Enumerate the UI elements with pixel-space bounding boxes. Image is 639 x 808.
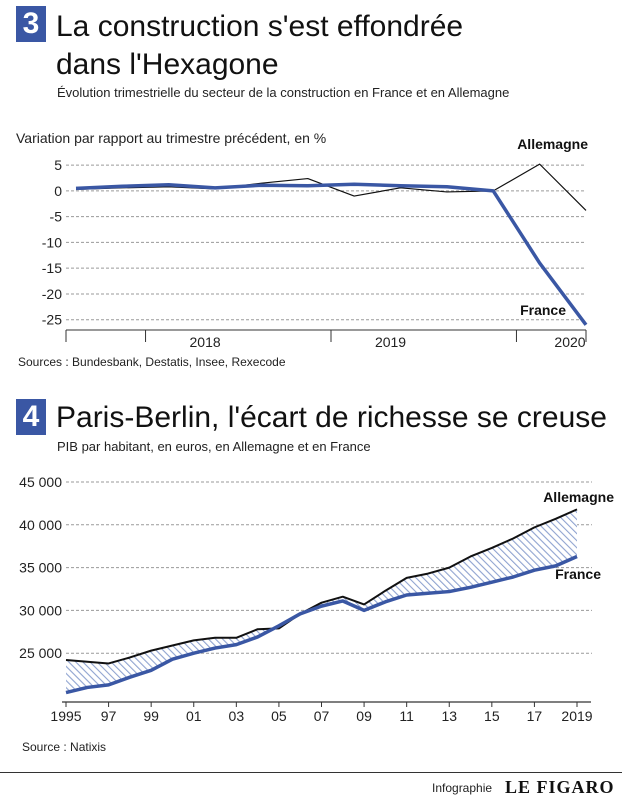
chart1-y-tick-label: -5 — [50, 209, 63, 225]
chart2-lines — [65, 508, 578, 695]
chart2-y-tick-label: 35 000 — [19, 560, 62, 576]
chart2-x-tick-label: 01 — [186, 708, 202, 724]
chart1-x-tick-label: 2019 — [375, 334, 406, 350]
chart1-gridlines — [66, 164, 586, 331]
chart2-x-tick-label: 99 — [143, 708, 159, 724]
chart2-x-tick-label: 03 — [229, 708, 245, 724]
chart2-x-tick-label: 11 — [399, 708, 414, 724]
section-number-badge-2: 4 — [16, 399, 46, 435]
chart1-source: Sources : Bundesbank, Destatis, Insee, R… — [18, 355, 286, 369]
chart1-y-tick-label: -20 — [42, 286, 62, 302]
chart2-y-tick-label: 45 000 — [19, 474, 62, 490]
chart1-x-tick-label: 2018 — [190, 334, 221, 350]
le-figaro-logo: LE FIGARO — [505, 777, 615, 797]
chart2-y-tick-label: 30 000 — [19, 602, 62, 618]
section-number-badge: 3 — [16, 6, 46, 42]
chart1-y-tick-label: 5 — [54, 157, 62, 173]
chart2-gap-area — [66, 509, 577, 693]
chart2-x-tick-label: 1995 — [50, 708, 81, 724]
footer-divider — [0, 772, 622, 773]
chart1-line-france — [75, 182, 588, 326]
chart2-x-tick-label: 13 — [441, 708, 457, 724]
chart1-subtitle: Évolution trimestrielle du secteur de la… — [57, 85, 510, 100]
chart1-y-tick-label: -15 — [42, 260, 62, 276]
credit-label: Infographie — [432, 781, 493, 795]
chart2-series-labels: Allemagne France — [543, 489, 614, 582]
chart1-series-labels: Allemagne France — [517, 136, 588, 318]
chart1-line-germany — [75, 163, 587, 211]
chart2-y-ticks: 45 000 40 000 35 000 30 000 25 000 — [19, 474, 62, 661]
chart2-x-tick-label: 15 — [484, 708, 500, 724]
chart2-y-tick-label: 40 000 — [19, 517, 62, 533]
chart2-x-tick-label: 17 — [527, 708, 543, 724]
chart1-x-ticks: 2018 2019 2020 — [65, 330, 587, 350]
chart1-title: La construction s'est effondrée — [56, 10, 464, 43]
chart1-y-ticks: 5 0 -5 -10 -15 -20 -25 — [42, 157, 62, 328]
chart1-y-axis-label: Variation par rapport au trimestre précé… — [16, 130, 327, 146]
chart2-x-ticks: 1995 97 99 01 03 05 07 09 11 13 15 17 2019 — [50, 701, 593, 724]
chart2-label-france: France — [555, 566, 601, 582]
chart2-gap-hatch — [66, 509, 577, 693]
chart1-x-tick-label: 2020 — [554, 334, 585, 350]
chart2-title: Paris-Berlin, l'écart de richesse se cre… — [56, 401, 607, 434]
chart2-x-tick-label: 05 — [271, 708, 287, 724]
chart2-y-tick-label: 25 000 — [19, 645, 62, 661]
chart2-x-tick-label: 07 — [314, 708, 330, 724]
chart2-source: Source : Natixis — [22, 740, 107, 754]
chart2-x-tick-label: 2019 — [561, 708, 592, 724]
chart2-x-tick-label: 09 — [356, 708, 372, 724]
chart1-title-line2: dans l'Hexagone — [56, 48, 279, 81]
chart1-label-france: France — [520, 302, 566, 318]
chart1-y-tick-label: -25 — [42, 312, 62, 328]
chart2-label-germany: Allemagne — [543, 489, 614, 505]
chart2-line-france — [65, 554, 578, 695]
chart2-subtitle: PIB par habitant, en euros, en Allemagne… — [57, 439, 371, 454]
chart1-y-tick-label: -10 — [42, 234, 62, 250]
chart1-y-tick-label: 0 — [54, 183, 62, 199]
chart1-label-germany: Allemagne — [517, 136, 588, 152]
chart2-line-germany — [65, 508, 578, 665]
chart2-x-tick-label: 97 — [101, 708, 117, 724]
chart1-lines — [75, 163, 588, 326]
